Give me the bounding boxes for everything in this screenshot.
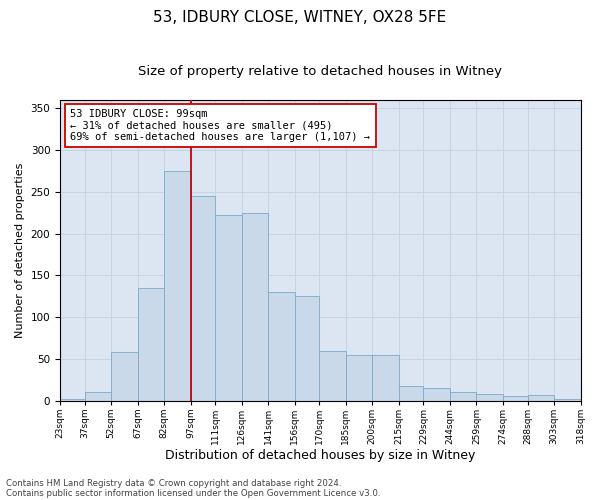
Bar bbox=[399, 386, 424, 400]
Bar bbox=[346, 354, 373, 401]
Bar bbox=[242, 212, 268, 400]
Bar bbox=[450, 392, 476, 400]
X-axis label: Distribution of detached houses by size in Witney: Distribution of detached houses by size … bbox=[165, 450, 475, 462]
Bar bbox=[554, 399, 581, 400]
Bar bbox=[503, 396, 527, 400]
Y-axis label: Number of detached properties: Number of detached properties bbox=[15, 162, 25, 338]
Bar bbox=[476, 394, 503, 400]
Text: 53, IDBURY CLOSE, WITNEY, OX28 5FE: 53, IDBURY CLOSE, WITNEY, OX28 5FE bbox=[154, 10, 446, 25]
Bar bbox=[137, 288, 164, 401]
Bar bbox=[111, 352, 137, 401]
Text: Contains HM Land Registry data © Crown copyright and database right 2024.: Contains HM Land Registry data © Crown c… bbox=[6, 478, 341, 488]
Bar bbox=[527, 395, 554, 400]
Bar bbox=[164, 171, 191, 400]
Bar bbox=[191, 196, 215, 400]
Title: Size of property relative to detached houses in Witney: Size of property relative to detached ho… bbox=[138, 65, 502, 78]
Bar bbox=[215, 215, 242, 400]
Bar bbox=[373, 354, 399, 401]
Bar bbox=[268, 292, 295, 401]
Bar bbox=[85, 392, 111, 400]
Text: 53 IDBURY CLOSE: 99sqm
← 31% of detached houses are smaller (495)
69% of semi-de: 53 IDBURY CLOSE: 99sqm ← 31% of detached… bbox=[70, 109, 370, 142]
Text: Contains public sector information licensed under the Open Government Licence v3: Contains public sector information licen… bbox=[6, 488, 380, 498]
Bar bbox=[60, 399, 85, 400]
Bar bbox=[295, 296, 319, 401]
Bar bbox=[424, 388, 450, 400]
Bar bbox=[319, 350, 346, 401]
